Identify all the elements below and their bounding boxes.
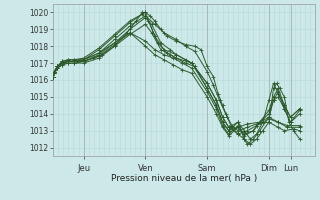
X-axis label: Pression niveau de la mer( hPa ): Pression niveau de la mer( hPa ) (111, 174, 257, 183)
